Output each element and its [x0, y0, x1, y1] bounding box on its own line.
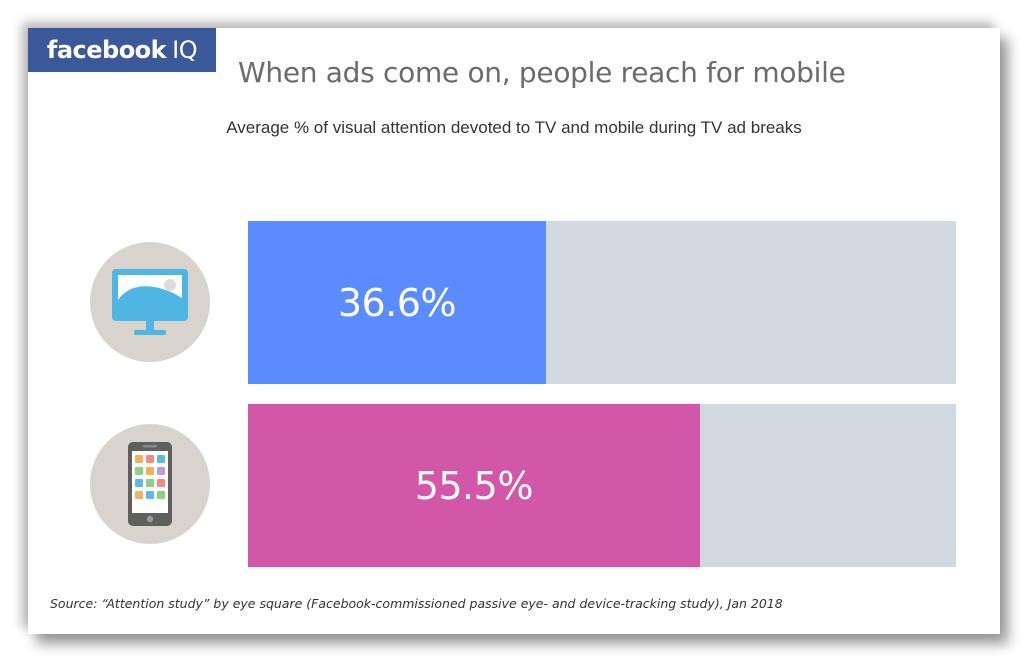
tv-bar-track: 36.6% [248, 221, 956, 384]
tv-bar: 36.6% [248, 221, 546, 384]
mobile-bar: 55.5% [248, 404, 700, 567]
chart-title: When ads come on, people reach for mobil… [238, 56, 846, 89]
source-note: Source: “Attention study” by eye square … [50, 596, 783, 611]
chart-subtitle: Average % of visual attention devoted to… [226, 118, 802, 137]
facebook-iq-logo: facebook IQ [28, 28, 216, 72]
mobile-phone-icon [90, 424, 210, 544]
tv-icon [90, 242, 210, 362]
logo-wordmark: facebook [46, 36, 167, 64]
tv-bar-label: 36.6% [337, 280, 457, 325]
mobile-bar-track: 55.5% [248, 404, 956, 567]
logo-suffix: IQ [172, 36, 198, 64]
infographic-card: facebook IQ When ads come on, people rea… [28, 28, 1000, 634]
mobile-bar-label: 55.5% [414, 463, 534, 508]
